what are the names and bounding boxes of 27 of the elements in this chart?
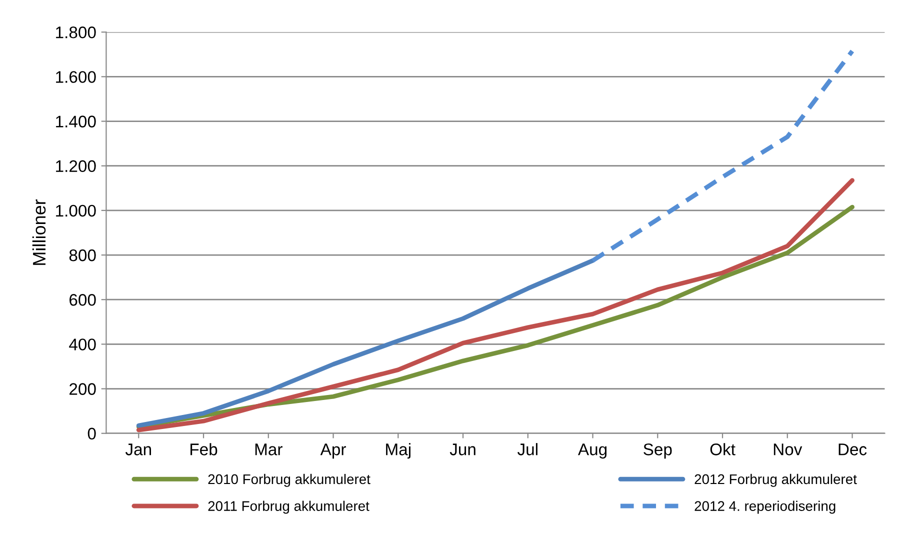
- y-tick-label: 1.200: [56, 160, 96, 172]
- y-tick-label: 600: [70, 294, 96, 306]
- x-tick-label: Apr: [320, 444, 346, 459]
- x-tick-label: Jun: [450, 444, 476, 456]
- legend-label: 2010 Forbrug akkumuleret: [208, 474, 370, 487]
- y-tick-label: 0: [88, 428, 96, 440]
- x-tick-label: Dec: [838, 444, 867, 456]
- x-tick-label: Aug: [578, 444, 607, 459]
- x-tick-label: Sep: [644, 444, 672, 459]
- legend-label: 2012 Forbrug akkumuleret: [694, 474, 857, 487]
- y-tick-label: 200: [70, 383, 96, 395]
- y-tick-label: 400: [69, 338, 96, 350]
- x-tick-label: Maj: [386, 443, 410, 459]
- y-tick-label: 1.600: [56, 71, 96, 83]
- x-tick-label: Feb: [190, 443, 218, 456]
- legend-label: 2012 4. reperiodisering: [694, 500, 836, 514]
- y-axis-title: Millioner: [32, 199, 46, 265]
- x-tick-label: Okt: [710, 443, 736, 456]
- y-tick-label: 1.400: [56, 116, 96, 128]
- y-tick-label: 1.000: [56, 204, 96, 217]
- y-tick-label: 800: [69, 249, 96, 262]
- x-tick-label: Jul: [517, 443, 538, 456]
- y-tick-label: 1.800: [56, 26, 96, 38]
- x-tick-label: Nov: [774, 444, 802, 456]
- legend-label: 2011 Forbrug akkumuleret: [208, 500, 370, 514]
- x-tick-label: Mar: [255, 444, 282, 456]
- x-tick-label: Jan: [125, 444, 151, 456]
